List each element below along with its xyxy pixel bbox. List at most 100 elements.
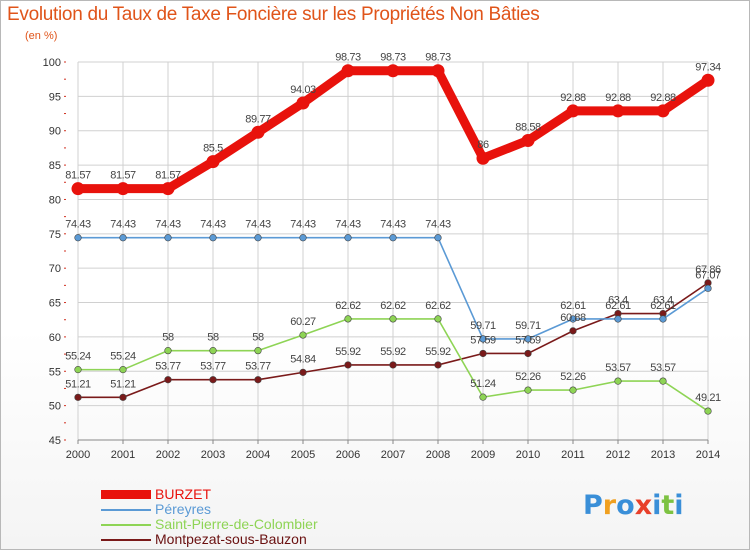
data-point-saint-pierre-de-colombier-2002 bbox=[164, 347, 172, 355]
data-point-pereyres-2010 bbox=[524, 335, 532, 343]
data-label-montpezat-sous-bauzon-2009: 57.59 bbox=[470, 334, 496, 346]
data-point-montpezat-sous-bauzon-2006 bbox=[344, 361, 352, 369]
legend-item-pereyres: Péreyres bbox=[101, 501, 401, 517]
legend-label-saint-pierre-de-colombier: Saint-Pierre-de-Colombier bbox=[155, 516, 318, 532]
data-point-saint-pierre-de-colombier-2004 bbox=[254, 347, 262, 355]
data-label-saint-pierre-de-colombier-2006: 62.62 bbox=[335, 300, 361, 312]
legend-label-burzet: BURZET bbox=[155, 486, 211, 502]
data-label-burzet-2009: 86 bbox=[477, 139, 489, 151]
data-label-montpezat-sous-bauzon-2012: 63.4 bbox=[608, 295, 628, 307]
x-tick-label-2007: 2007 bbox=[381, 449, 405, 461]
data-label-pereyres-2006: 74.43 bbox=[335, 219, 361, 231]
data-label-saint-pierre-de-colombier-2003: 58 bbox=[207, 332, 219, 344]
data-point-burzet-2013 bbox=[656, 104, 670, 118]
data-label-montpezat-sous-bauzon-2014: 67.86 bbox=[695, 264, 721, 276]
data-point-montpezat-sous-bauzon-2004 bbox=[254, 376, 262, 384]
data-label-pereyres-2008: 74.43 bbox=[425, 219, 451, 231]
data-point-burzet-2000 bbox=[71, 182, 85, 196]
legend-label-montpezat-sous-bauzon: Montpezat-sous-Bauzon bbox=[155, 531, 307, 547]
y-tick-label-55: 55 bbox=[49, 366, 61, 378]
data-point-burzet-2014 bbox=[701, 73, 715, 87]
data-label-pereyres-2013: 62.61 bbox=[650, 300, 676, 312]
y-tick-label-75: 75 bbox=[49, 229, 61, 241]
data-point-pereyres-2003 bbox=[209, 234, 217, 242]
data-label-burzet-2006: 98.73 bbox=[335, 52, 361, 64]
x-tick-label-2009: 2009 bbox=[471, 449, 495, 461]
logo-letter: r bbox=[602, 490, 617, 521]
data-point-saint-pierre-de-colombier-2011 bbox=[569, 386, 577, 394]
x-tick-label-2014: 2014 bbox=[696, 449, 720, 461]
data-point-saint-pierre-de-colombier-2000 bbox=[74, 366, 82, 374]
data-point-burzet-2005 bbox=[296, 96, 310, 110]
y-tick-label-95: 95 bbox=[49, 91, 61, 103]
data-label-saint-pierre-de-colombier-2009: 51.24 bbox=[470, 378, 496, 390]
data-label-saint-pierre-de-colombier-2002: 58 bbox=[162, 332, 174, 344]
x-tick-label-2000: 2000 bbox=[66, 449, 90, 461]
data-point-montpezat-sous-bauzon-2003 bbox=[209, 376, 217, 384]
data-label-saint-pierre-de-colombier-2005: 60.27 bbox=[290, 316, 316, 328]
data-point-pereyres-2002 bbox=[164, 234, 172, 242]
logo-letter: t bbox=[661, 490, 675, 521]
data-label-burzet-2005: 94.03 bbox=[290, 84, 316, 96]
data-label-montpezat-sous-bauzon-2004: 53.77 bbox=[245, 361, 271, 373]
data-point-burzet-2007 bbox=[386, 64, 400, 78]
data-label-burzet-2010: 88.58 bbox=[515, 121, 541, 133]
data-label-saint-pierre-de-colombier-2008: 62.62 bbox=[425, 300, 451, 312]
data-point-burzet-2008 bbox=[431, 64, 445, 78]
x-tick-label-2011: 2011 bbox=[561, 449, 585, 461]
data-label-burzet-2000: 81.57 bbox=[65, 170, 91, 182]
data-point-montpezat-sous-bauzon-2008 bbox=[434, 361, 442, 369]
data-point-saint-pierre-de-colombier-2003 bbox=[209, 347, 217, 355]
legend-item-burzet: BURZET bbox=[101, 486, 401, 502]
x-tick-label-2008: 2008 bbox=[426, 449, 450, 461]
data-label-montpezat-sous-bauzon-2010: 57.59 bbox=[515, 334, 541, 346]
data-label-montpezat-sous-bauzon-2005: 54.84 bbox=[290, 353, 316, 365]
data-point-montpezat-sous-bauzon-2009 bbox=[479, 349, 487, 358]
data-label-saint-pierre-de-colombier-2012: 53.57 bbox=[605, 362, 631, 374]
data-point-saint-pierre-de-colombier-2008 bbox=[434, 315, 442, 323]
x-tick-label-2013: 2013 bbox=[651, 449, 675, 461]
data-point-pereyres-2006 bbox=[344, 234, 352, 242]
data-label-burzet-2001: 81.57 bbox=[110, 170, 136, 182]
grid bbox=[77, 61, 709, 441]
data-point-pereyres-2004 bbox=[254, 234, 262, 242]
data-label-saint-pierre-de-colombier-2004: 58 bbox=[252, 332, 264, 344]
legend-swatch-saint-pierre-de-colombier bbox=[101, 524, 151, 526]
data-point-pereyres-2008 bbox=[434, 234, 442, 242]
x-tick-label-2006: 2006 bbox=[336, 449, 360, 461]
data-label-saint-pierre-de-colombier-2007: 62.62 bbox=[380, 300, 406, 312]
data-label-montpezat-sous-bauzon-2001: 51.21 bbox=[110, 378, 136, 390]
legend-swatch-burzet bbox=[101, 490, 151, 499]
data-point-saint-pierre-de-colombier-2005 bbox=[299, 331, 307, 339]
y-tick-label-65: 65 bbox=[49, 298, 61, 310]
y-tick-label-60: 60 bbox=[49, 332, 61, 344]
data-point-burzet-2001 bbox=[116, 182, 130, 196]
legend-item-saint-pierre-de-colombier: Saint-Pierre-de-Colombier bbox=[101, 516, 401, 532]
data-point-montpezat-sous-bauzon-2000 bbox=[74, 393, 82, 401]
x-tick-label-2002: 2002 bbox=[156, 449, 180, 461]
data-point-burzet-2004 bbox=[251, 125, 265, 139]
data-label-montpezat-sous-bauzon-2008: 55.92 bbox=[425, 346, 451, 358]
logo-letter: x bbox=[634, 490, 653, 521]
data-label-montpezat-sous-bauzon-2003: 53.77 bbox=[200, 361, 226, 373]
data-point-burzet-2002 bbox=[161, 182, 175, 196]
x-tick-label-2004: 2004 bbox=[246, 449, 270, 461]
legend-label-pereyres: Péreyres bbox=[155, 501, 212, 517]
data-label-burzet-2008: 98.73 bbox=[425, 52, 451, 64]
data-label-burzet-2013: 92.88 bbox=[650, 92, 676, 104]
axes: 45 50 55 60 65 70 75 80 85 90 95 100 2000 2001 2002 200… bbox=[43, 57, 721, 461]
y-tick-label-100: 100 bbox=[43, 57, 61, 69]
data-point-saint-pierre-de-colombier-2014 bbox=[704, 407, 712, 415]
data-point-burzet-2010 bbox=[521, 133, 535, 147]
data-point-pereyres-2009 bbox=[479, 335, 487, 343]
data-point-burzet-2006 bbox=[341, 64, 355, 78]
data-label-montpezat-sous-bauzon-2007: 55.92 bbox=[380, 346, 406, 358]
data-point-montpezat-sous-bauzon-2011 bbox=[569, 327, 577, 335]
data-label-burzet-2014: 97.34 bbox=[695, 61, 721, 73]
data-label-pereyres-2000: 74.43 bbox=[65, 219, 91, 231]
legend-swatch-pereyres bbox=[101, 509, 151, 511]
x-tick-label-2005: 2005 bbox=[291, 449, 315, 461]
data-point-montpezat-sous-bauzon-2007 bbox=[389, 361, 397, 369]
data-point-burzet-2003 bbox=[206, 155, 220, 169]
